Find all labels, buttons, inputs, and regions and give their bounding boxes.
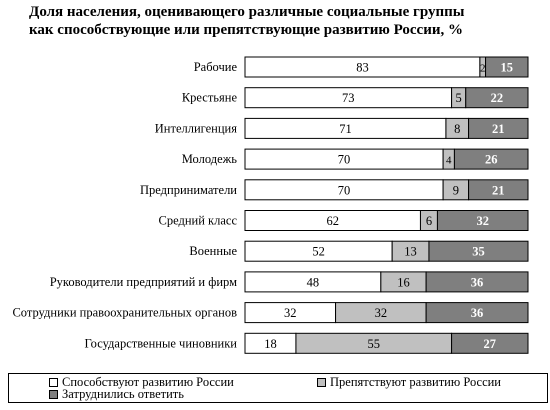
category-label: Интеллигенция (155, 121, 237, 135)
data-label-hinder: 2 (480, 63, 486, 75)
data-label-undecided: 36 (471, 306, 484, 320)
legend-swatch-undecided (49, 390, 58, 399)
data-label-support: 71 (339, 122, 352, 136)
data-label-undecided: 36 (471, 275, 484, 289)
data-label-support: 48 (307, 275, 320, 289)
legend-item-support: Способствуют развитию России (49, 376, 234, 389)
legend-label-support: Способствуют развитию России (62, 375, 234, 389)
data-label-undecided: 26 (485, 153, 498, 167)
bar-segment-undecided (428, 240, 529, 262)
data-label-support: 70 (338, 183, 351, 197)
legend-label-hinder: Препятствуют развитию России (330, 375, 501, 389)
category-label: Сотрудники правоохранительных органов (12, 306, 237, 320)
chart-title: Доля населения, оценивающего различные с… (29, 3, 529, 39)
data-label-hinder: 16 (397, 275, 410, 289)
legend-swatch-support (49, 378, 58, 387)
legend-item-hinder: Препятствуют развитию России (317, 376, 501, 389)
data-label-support: 73 (342, 91, 355, 105)
bar-segment-undecided (468, 179, 529, 201)
legend-label-undecided: Затруднились ответить (62, 387, 184, 401)
data-label-undecided: 15 (501, 61, 514, 75)
data-label-hinder: 13 (404, 245, 417, 259)
data-label-support: 70 (338, 153, 351, 167)
data-label-undecided: 32 (476, 214, 489, 228)
data-label-hinder: 6 (426, 214, 432, 228)
chart-legend: Способствуют развитию России Препятствую… (8, 373, 548, 403)
category-label: Государственные чиновники (85, 336, 238, 350)
data-label-undecided: 35 (472, 245, 485, 259)
data-label-support: 18 (264, 337, 277, 351)
category-label: Предприниматели (140, 183, 237, 197)
bar-segment-undecided (468, 117, 529, 139)
category-label: Крестьяне (182, 91, 238, 105)
chart-title-line-1: Доля населения, оценивающего различные с… (29, 4, 465, 20)
category-label: Молодежь (182, 152, 238, 166)
data-label-undecided: 21 (492, 122, 505, 136)
bar-segment-undecided (453, 148, 529, 170)
data-label-hinder: 55 (368, 337, 381, 351)
bar-segment-undecided (465, 87, 529, 109)
bar-segment-undecided (485, 56, 529, 78)
data-label-hinder: 32 (375, 306, 388, 320)
data-label-undecided: 21 (492, 183, 505, 197)
data-label-undecided: 27 (484, 337, 497, 351)
data-label-hinder: 9 (453, 183, 459, 197)
bar-segment-undecided (425, 271, 529, 293)
bar-segment-undecided (436, 210, 529, 231)
data-label-hinder: 8 (454, 122, 460, 136)
data-label-support: 32 (284, 306, 297, 320)
data-label-support: 62 (326, 214, 339, 228)
category-label: Военные (189, 244, 237, 258)
legend-swatch-hinder (317, 378, 326, 387)
bar-segment-undecided (451, 332, 529, 354)
data-label-undecided: 22 (491, 91, 504, 105)
data-label-support: 83 (356, 61, 369, 75)
legend-item-undecided: Затруднились ответить (49, 388, 184, 401)
category-label: Руководители предприятий и фирм (50, 275, 237, 289)
category-label: Рабочие (194, 60, 238, 74)
data-label-support: 52 (312, 245, 325, 259)
data-label-hinder: 5 (456, 91, 462, 105)
bar-segment-undecided (425, 302, 529, 324)
data-label-hinder: 4 (446, 155, 452, 167)
category-label: Средний класс (159, 214, 238, 228)
chart-title-line-2: как способствующие или препятствующие ра… (29, 22, 463, 38)
